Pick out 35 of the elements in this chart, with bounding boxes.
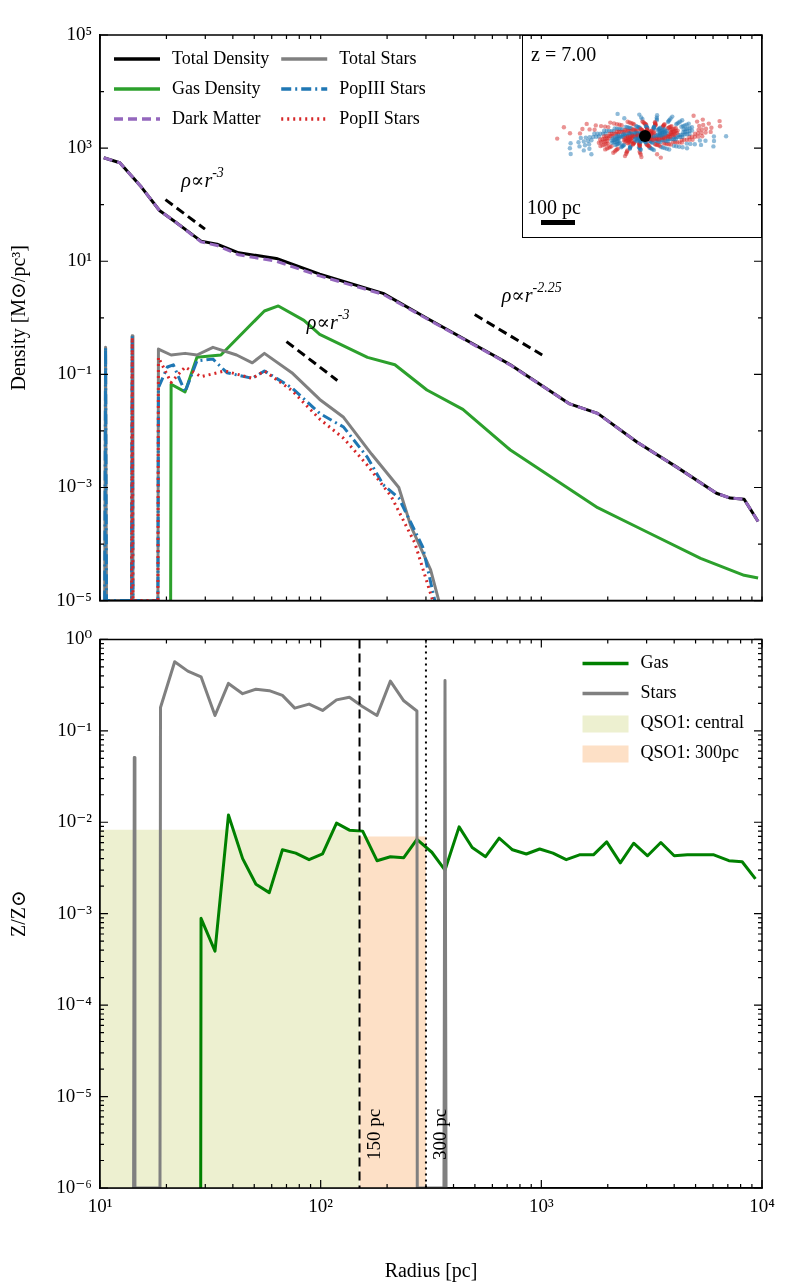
y-tick-label: 10⁻³: [57, 475, 93, 497]
y-axis-title: Z/Z⊙: [7, 890, 30, 938]
y-tick-label: 10⁻³: [57, 901, 93, 923]
legend-label: Gas Density: [172, 77, 261, 98]
y-tick-label: 10⁵: [66, 22, 92, 44]
legend-label: Total Density: [172, 47, 270, 68]
legend-label: Gas: [640, 652, 669, 673]
ref-line-label: 150 pc: [363, 1108, 385, 1160]
y-tick-label: 10³: [67, 136, 93, 158]
ref-line-label: 300 pc: [429, 1108, 451, 1160]
legend-label: PopII Stars: [339, 107, 420, 128]
y-tick-label: 10⁻⁴: [56, 993, 93, 1015]
legend-label: Total Stars: [339, 47, 417, 68]
legend-label: PopIII Stars: [339, 77, 426, 98]
legend-label: Stars: [640, 682, 677, 703]
y-tick-label: 10⁻⁵: [56, 1084, 92, 1106]
legend-label: Dark Matter: [172, 107, 261, 128]
y-tick-label: 10⁻¹: [57, 362, 93, 384]
y-tick-label: 10⁻²: [57, 810, 93, 832]
y-tick-label: 10⁰: [65, 627, 93, 649]
x-tick-label: 10¹: [87, 1195, 113, 1217]
x-axis-title: Radius [pc]: [384, 1259, 478, 1283]
y-axis-title: Density [M⊙/pc³]: [7, 245, 31, 391]
y-tick-label: 10⁻¹: [57, 718, 93, 740]
x-tick-label: 10²: [308, 1195, 334, 1217]
y-tick-label: 10⁻⁶: [56, 1175, 92, 1197]
annotation: 100 pc: [527, 196, 581, 218]
x-tick-label: 10³: [528, 1195, 554, 1217]
legend-label: QSO1: central: [640, 712, 745, 733]
annotation: z = 7.00: [531, 42, 597, 66]
y-tick-label: 10¹: [67, 249, 93, 271]
x-tick-label: 10⁴: [749, 1195, 776, 1217]
y-tick-label: 10⁻⁵: [56, 588, 92, 610]
legend-label: QSO1: 300pc: [640, 742, 740, 763]
inset-frame: z = 7.00 100 pc: [522, 35, 762, 238]
